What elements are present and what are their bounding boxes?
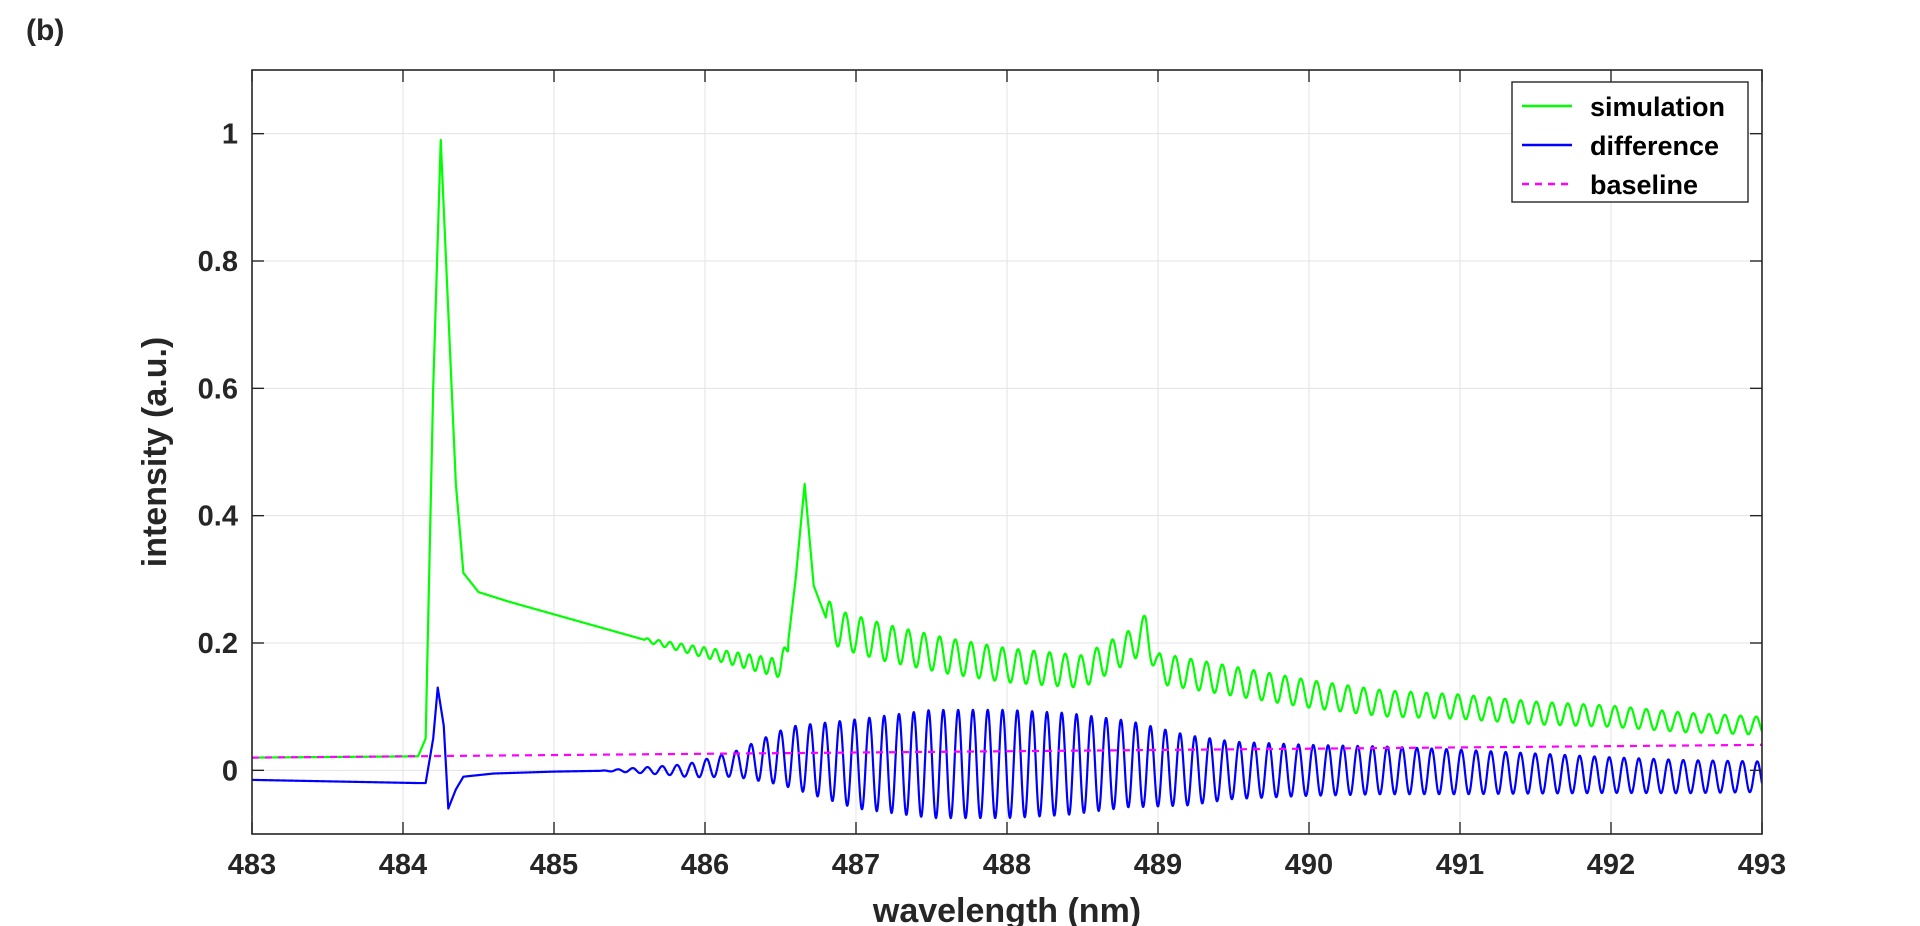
plot-area [252, 138, 1762, 820]
x-tick-label: 487 [832, 849, 880, 881]
x-tick-label: 493 [1738, 849, 1786, 881]
x-tick-label: 492 [1587, 849, 1635, 881]
legend-label-baseline: baseline [1590, 170, 1698, 200]
legend-box [1511, 81, 1749, 203]
x-tick-label: 488 [983, 849, 1031, 881]
series-line-baseline [252, 743, 1762, 759]
series-line-difference [252, 686, 1762, 820]
legend: simulation difference baseline [1511, 81, 1749, 203]
legend-label-difference: difference [1590, 131, 1719, 161]
x-tick-label: 489 [1134, 849, 1182, 881]
y-tick-label: 0.6 [198, 373, 238, 405]
y-tick-label: 0.4 [198, 501, 238, 533]
x-tick-label: 484 [379, 849, 427, 881]
x-tick-label: 483 [228, 849, 276, 881]
y-axis-label: intensity (a.u.) [136, 337, 174, 567]
ticks [251, 70, 1763, 834]
panel-label: (b) [26, 14, 65, 47]
x-tick-label: 485 [530, 849, 578, 881]
legend-label-simulation: simulation [1590, 92, 1725, 122]
tick-labels: 483 484 485 486 487 488 489 490 491 492 493 0 0.2 0.4… [198, 119, 1787, 881]
y-tick-label: 0.8 [198, 246, 238, 278]
y-tick-label: 0.2 [198, 628, 238, 660]
y-tick-label: 1 [222, 119, 238, 151]
x-tick-label: 491 [1436, 849, 1484, 881]
y-tick-label: 0 [222, 755, 238, 787]
x-axis-label: wavelength (nm) [872, 892, 1141, 926]
x-tick-label: 486 [681, 849, 729, 881]
series-line-simulation [252, 138, 1762, 759]
x-tick-label: 490 [1285, 849, 1333, 881]
